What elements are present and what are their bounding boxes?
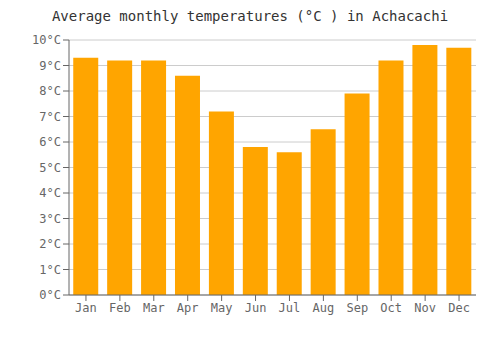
svg-text:8°C: 8°C — [39, 84, 61, 98]
svg-text:Feb: Feb — [109, 301, 131, 315]
svg-text:May: May — [211, 301, 233, 315]
svg-text:Jun: Jun — [245, 301, 267, 315]
svg-text:Apr: Apr — [177, 301, 199, 315]
svg-text:9°C: 9°C — [39, 59, 61, 73]
svg-text:Jan: Jan — [75, 301, 97, 315]
svg-text:7°C: 7°C — [39, 110, 61, 124]
svg-text:5°C: 5°C — [39, 161, 61, 175]
svg-text:Jul: Jul — [279, 301, 301, 315]
svg-text:Sep: Sep — [346, 301, 368, 315]
svg-text:Nov: Nov — [414, 301, 436, 315]
svg-text:Mar: Mar — [143, 301, 165, 315]
svg-text:10°C: 10°C — [32, 33, 61, 47]
svg-text:Aug: Aug — [313, 301, 335, 315]
svg-text:3°C: 3°C — [39, 212, 61, 226]
html-text:Average monthly temperatures (: Average monthly temperatures (°C ) in Ac… — [51, 8, 449, 24]
svg-text:1°C: 1°C — [39, 263, 61, 277]
svg-text:Oct: Oct — [380, 301, 402, 315]
svg-text:6°C: 6°C — [39, 135, 61, 149]
svg-text:Dec: Dec — [448, 301, 470, 315]
svg-text:4°C: 4°C — [39, 186, 61, 200]
svg-text:2°C: 2°C — [39, 237, 61, 251]
svg-text:0°C: 0°C — [39, 288, 61, 302]
